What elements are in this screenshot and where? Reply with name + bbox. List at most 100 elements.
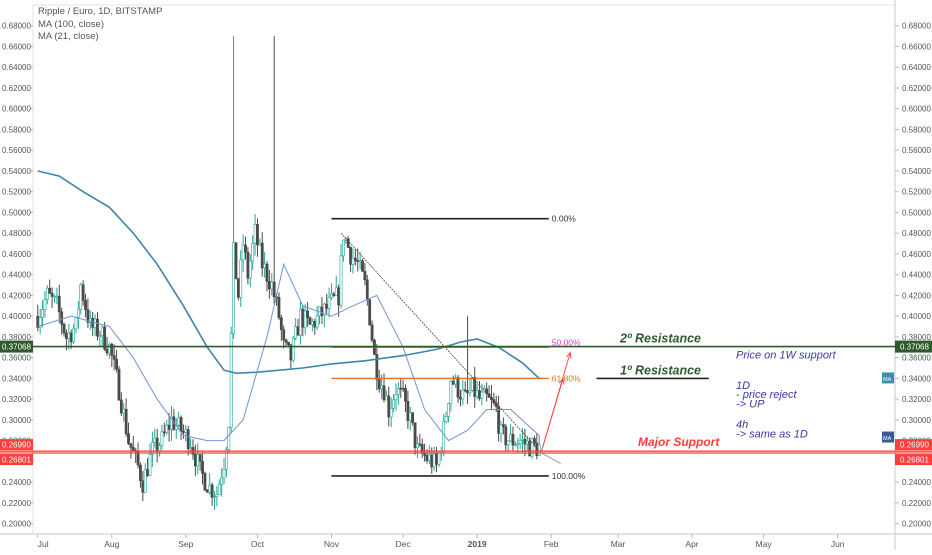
candle-body (461, 389, 465, 400)
support-top-tag-left (0, 439, 33, 451)
candle-body (480, 391, 484, 399)
support-top-price-left: 0.26990 (2, 441, 31, 450)
candle-body (308, 317, 312, 325)
candle-body (177, 417, 181, 426)
candle-body (205, 489, 209, 493)
candle-body (189, 447, 192, 450)
candle-body (165, 424, 169, 433)
legend-ma21[interactable]: MA (21, close) (38, 31, 99, 42)
y-tick-label-left: 0.68000 (2, 22, 31, 31)
x-tick-label: Jul (38, 539, 49, 549)
x-tick-label: Oct (251, 539, 265, 549)
candle-body (456, 377, 460, 398)
y-tick-label-right: 0.44000 (902, 271, 931, 280)
candle-body (213, 496, 216, 498)
candle-body (62, 323, 66, 334)
candle-body (265, 263, 269, 282)
candle-body (432, 453, 436, 468)
candle-body (356, 260, 360, 263)
note-line-6: -> same as 1D (736, 429, 808, 441)
candle-body (492, 399, 496, 404)
y-tick-label-right: 0.68000 (902, 22, 931, 31)
candle-body (353, 257, 357, 261)
support-bottom-tag-right (895, 454, 932, 466)
candle-body (208, 484, 212, 493)
plot-frame (32, 4, 896, 535)
candle-body (115, 358, 118, 370)
candle-body (408, 412, 412, 421)
x-tick-label: Nov (324, 539, 340, 549)
y-tick-label-right: 0.40000 (902, 312, 931, 321)
note-line-1: Price on 1W support (736, 350, 837, 362)
candle-body (122, 408, 126, 414)
candle-body (406, 400, 410, 421)
fib-618-label: 61.80% (552, 373, 581, 383)
candle-body (48, 287, 52, 294)
candle-body (339, 255, 343, 306)
candle-body (449, 380, 453, 404)
y-tick-label-right: 0.64000 (902, 63, 931, 72)
candle-body (504, 426, 508, 446)
candle-body (43, 299, 47, 310)
candle-body (150, 441, 154, 455)
candle-body (322, 303, 326, 317)
candle-body (325, 303, 329, 309)
y-tick-label-left: 0.66000 (2, 42, 31, 51)
candle-body (358, 260, 362, 263)
fib-50-label: 50.00% (552, 337, 581, 347)
candle-body (98, 335, 102, 337)
resistance-2-price-right: 0.37068 (900, 343, 929, 352)
candle-body (535, 442, 539, 456)
candle-body (198, 454, 202, 462)
candle-body (399, 387, 403, 390)
candle-body (282, 329, 286, 341)
candle-body (525, 440, 529, 445)
candle-body (108, 343, 111, 354)
y-tick-label-right: 0.38000 (902, 333, 931, 342)
candle-body (55, 295, 59, 298)
candle-body (330, 293, 333, 298)
y-tick-label-right: 0.62000 (902, 84, 931, 93)
candle-body (430, 454, 434, 468)
candle-body (279, 317, 283, 331)
candle-body (337, 287, 341, 306)
note-line-3: - price reject (736, 389, 797, 401)
ma100-line (37, 170, 540, 379)
candle-body (57, 295, 61, 313)
candle-body (222, 469, 226, 479)
candle-body (153, 437, 157, 443)
candle-body (416, 443, 419, 448)
candle-body (291, 337, 295, 361)
y-tick-label-left: 0.64000 (2, 63, 31, 72)
candle-body (60, 311, 64, 325)
candle-body (346, 238, 350, 248)
candle-body (349, 247, 352, 265)
major-support-band (0, 451, 932, 454)
y-tick-label-right: 0.56000 (902, 146, 931, 155)
candle-body (225, 448, 228, 470)
candle-body (253, 224, 257, 244)
candle-body (301, 308, 305, 328)
candle-body (69, 332, 73, 343)
candle-body (267, 281, 271, 290)
candle-body (411, 412, 415, 424)
candle-body (313, 321, 317, 328)
candle-body (272, 281, 276, 298)
candle-body (334, 287, 338, 296)
candle-body (227, 427, 231, 450)
candle-body (256, 224, 259, 246)
y-tick-label-right: 0.48000 (902, 229, 931, 238)
candle-body (370, 324, 374, 341)
candle-body (361, 260, 364, 272)
candle-body (215, 493, 219, 497)
candle-body (387, 395, 391, 418)
y-tick-label-left: 0.50000 (2, 208, 31, 217)
candle-body (162, 431, 166, 434)
candle-body (435, 453, 438, 465)
legend-ma100[interactable]: MA (100, close) (38, 18, 104, 30)
legend-symbol[interactable]: Ripple / Euro, 1D, BITSTAMP (38, 6, 163, 17)
candle-body (521, 438, 524, 441)
candle-body (377, 379, 381, 390)
